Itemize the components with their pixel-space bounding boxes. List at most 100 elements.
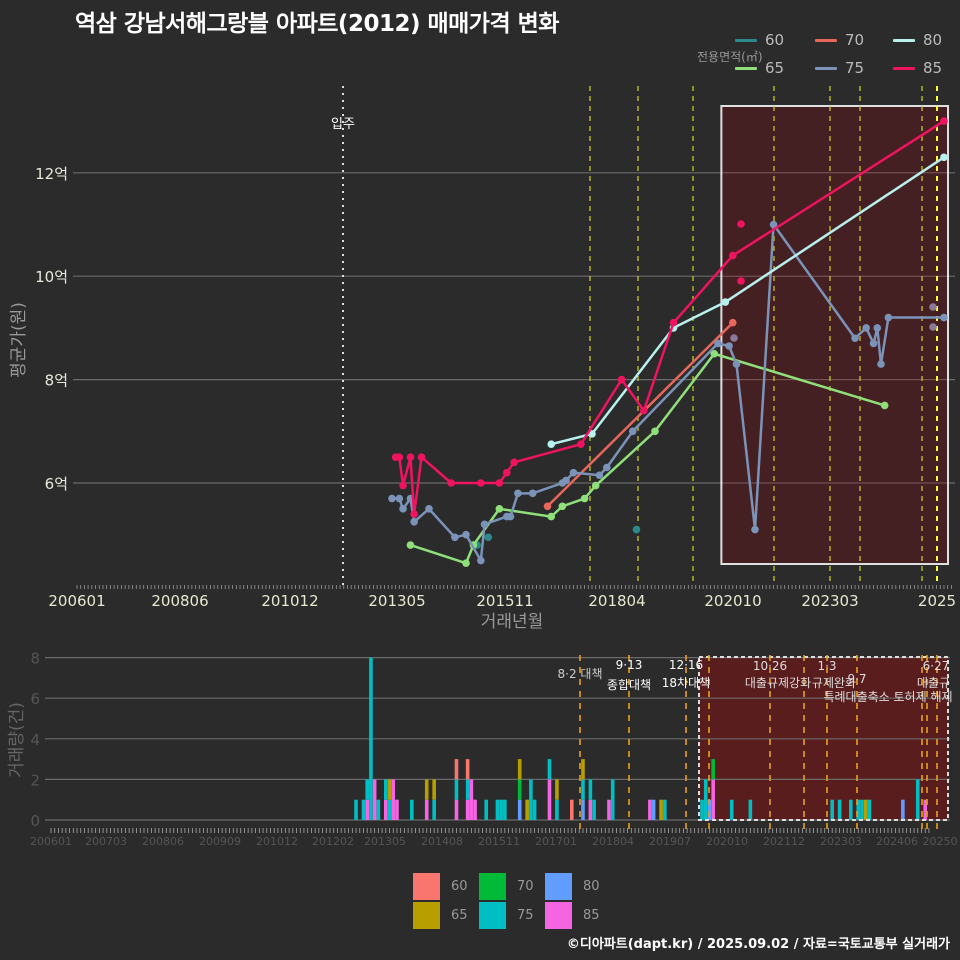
data-point: [577, 440, 585, 449]
price-chart: 6억 8억 10억 12억 200601 200806 201012 201305 201511…: [9, 86, 956, 632]
x-tick-label: 202010: [706, 835, 748, 848]
volume-bar: [588, 799, 593, 820]
volume-bar: [473, 799, 477, 820]
legend-item-65: 65: [735, 59, 784, 77]
data-point: [580, 494, 589, 503]
data-point: [728, 318, 737, 327]
volume-bar: [648, 799, 652, 820]
data-point: [388, 494, 396, 503]
x-tick-label: 200601: [30, 835, 72, 848]
legend-label: 80: [583, 879, 600, 894]
x-tick-label: 200806: [151, 592, 208, 610]
volume-bar: [867, 799, 872, 820]
data-point: [940, 117, 948, 125]
legend-item-75: 75: [815, 59, 864, 77]
volume-bar: [588, 779, 593, 800]
data-point: [730, 334, 738, 342]
legend-item-80: 80: [893, 31, 942, 49]
legend-swatch: [545, 873, 572, 900]
legend-item-70: 70: [815, 31, 864, 49]
legend-swatch: [479, 873, 506, 900]
data-point: [547, 440, 556, 449]
policy-annotation: 8·2 대책: [558, 666, 603, 681]
volume-bar: [503, 799, 507, 820]
data-point: [410, 510, 418, 518]
data-point: [737, 220, 745, 228]
data-point: [495, 479, 504, 487]
volume-bar: [748, 799, 753, 820]
volume-bar: [410, 799, 414, 820]
data-point: [721, 298, 730, 306]
data-point: [595, 471, 604, 480]
volume-bar: [659, 799, 663, 820]
volume-bar: [703, 779, 708, 820]
volume-bar: [469, 779, 474, 820]
legend-swatch: [815, 39, 837, 42]
x-tick-label: 202010: [704, 592, 761, 610]
y-tick-label: 8: [30, 650, 40, 668]
legend-swatch: [893, 67, 915, 70]
y-tick-label: 2: [30, 771, 40, 789]
policy-date: 9·13: [616, 658, 643, 672]
volume-bar: [387, 779, 392, 800]
volume-bar: [830, 799, 834, 820]
data-point: [873, 324, 882, 332]
footer-credit: ©디아파트(dapt.kr) / 2025.09.02 / 자료=국토교통부 실…: [566, 937, 950, 952]
volume-bar: [529, 779, 533, 820]
volume-bar: [607, 799, 611, 820]
chart-title: 역삼 강남서해그랑블 아파트(2012) 매매가격 변화: [75, 11, 559, 37]
data-point: [547, 512, 556, 521]
data-point: [884, 313, 893, 322]
data-point: [862, 324, 870, 332]
legend-swatch: [479, 902, 506, 929]
volume-bar: [849, 799, 853, 820]
legend-label: 70: [845, 31, 865, 49]
highlight-box: [720, 105, 949, 565]
data-point: [669, 318, 678, 327]
volume-bar: [707, 799, 712, 820]
volume-bar: [484, 799, 489, 820]
legend-label: 80: [923, 31, 943, 49]
data-point: [528, 489, 537, 498]
y-tick-label: 6: [30, 690, 40, 708]
data-point: [510, 458, 518, 467]
x-tick-label: 200601: [48, 592, 105, 610]
data-point: [480, 520, 489, 529]
legend-label: 65: [451, 908, 468, 923]
volume-bar: [517, 799, 522, 820]
data-point: [477, 479, 485, 487]
x-tick-label: 201804: [592, 835, 634, 848]
volume-bar: [517, 759, 522, 780]
volume-bar: [391, 779, 396, 820]
data-point: [710, 349, 719, 358]
y-axis-title: 거래량(건): [7, 702, 27, 778]
volume-bar: [365, 799, 369, 820]
x-tick-label: 201012: [256, 835, 298, 848]
volume-bar: [465, 799, 470, 820]
data-point: [617, 375, 626, 384]
volume-bar: [499, 799, 503, 820]
volume-chart: 0 2 4 6 8 거래량(건) 8·2 대책 9·13 종합대책 12·16 18차대책 10·26…: [7, 650, 958, 848]
legend-label: 75: [845, 59, 865, 77]
data-point: [417, 453, 426, 461]
data-point: [451, 533, 459, 542]
data-point: [632, 525, 641, 534]
x-tick-label: 201305: [364, 835, 406, 848]
y-tick-label: 8억: [45, 372, 68, 390]
data-point: [558, 502, 567, 511]
data-point: [514, 489, 522, 498]
y-tick-label: 0: [30, 812, 40, 830]
volume-bar: [395, 799, 399, 820]
policy-date: 10·26: [753, 659, 787, 673]
policy-label: 18차대책: [662, 675, 710, 690]
x-tick-label: 201804: [588, 592, 645, 610]
legend-title: 전용면적(㎡): [697, 50, 763, 64]
data-point: [495, 505, 504, 513]
series-line-70: [546, 321, 734, 508]
data-point: [591, 481, 600, 490]
x-tick-label: 202112: [763, 835, 805, 848]
volume-bar: [923, 799, 927, 820]
data-point: [506, 512, 515, 521]
data-point: [651, 427, 659, 436]
move-in-label: 입주: [331, 117, 355, 132]
